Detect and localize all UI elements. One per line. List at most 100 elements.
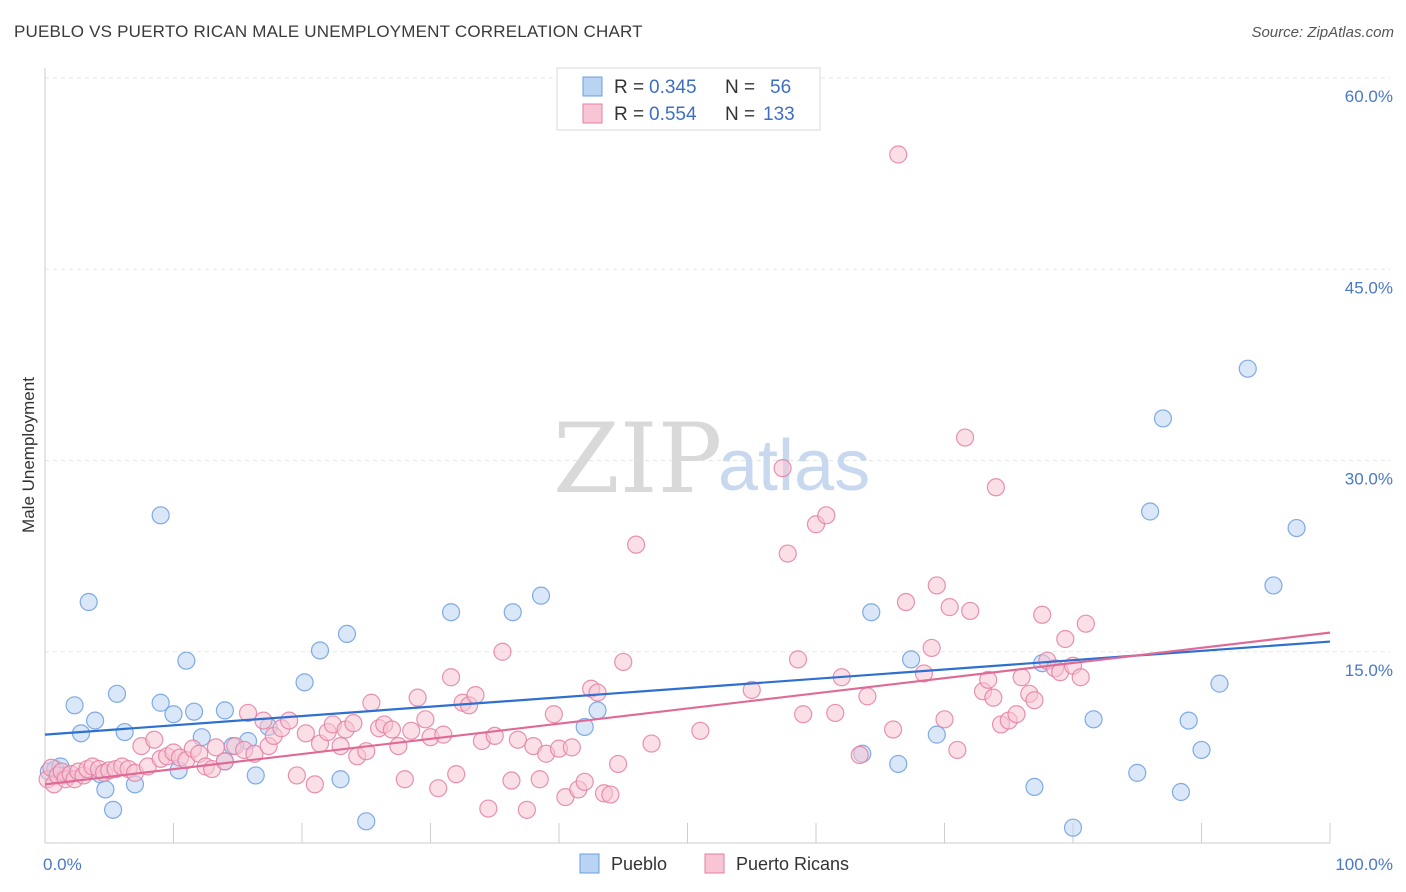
y-tick-label: 30.0% (1345, 470, 1393, 489)
legend-n-value-pueblo: 56 (770, 77, 791, 98)
point-pueblo (1287, 518, 1306, 538)
point-pueblo (862, 603, 881, 622)
y-axis-label: Male Unemployment (19, 377, 38, 533)
point-puerto-ricans (479, 799, 498, 818)
point-puerto-ricans (788, 650, 808, 669)
point-puerto-ricans (280, 711, 299, 730)
point-puerto-ricans (287, 766, 306, 785)
point-puerto-ricans (296, 724, 315, 743)
y-tick-label: 45.0% (1345, 278, 1393, 297)
point-puerto-ricans (502, 771, 521, 790)
point-pueblo (531, 586, 551, 605)
point-puerto-ricans (517, 800, 536, 819)
x-tick-label-max: 100.0% (1335, 855, 1393, 874)
point-puerto-ricans (922, 638, 941, 658)
point-puerto-ricans (238, 703, 258, 723)
point-puerto-ricans (402, 721, 421, 740)
point-puerto-ricans (145, 730, 164, 749)
point-puerto-ricans (889, 145, 908, 164)
point-puerto-ricans (948, 740, 967, 760)
point-puerto-ricans (858, 687, 877, 706)
point-pueblo (1063, 818, 1083, 837)
point-puerto-ricans (1076, 614, 1095, 633)
point-puerto-ricans (441, 668, 461, 687)
legend-swatch-pueblo (582, 76, 603, 97)
legend-r-value-puerto-ricans: 0.554 (649, 104, 697, 125)
point-puerto-ricans (614, 652, 633, 672)
point-puerto-ricans (914, 664, 934, 683)
point-pueblo (889, 754, 908, 774)
point-puerto-ricans (1025, 691, 1044, 710)
watermark-atlas: atlas (718, 426, 870, 506)
point-puerto-ricans (588, 683, 607, 702)
point-pueblo (104, 800, 123, 819)
point-pueblo (177, 651, 196, 670)
legend-swatch-puerto-ricans (582, 103, 603, 124)
point-pueblo (575, 717, 594, 737)
point-pueblo (1238, 359, 1257, 378)
legend-r-label-pueblo: R = (614, 77, 644, 98)
point-puerto-ricans (927, 576, 946, 595)
point-puerto-ricans (434, 725, 453, 744)
trend-lines (44, 631, 1331, 786)
point-puerto-ricans (362, 693, 381, 712)
point-pueblo (310, 641, 330, 660)
legend-n-label-puerto-ricans: N = (725, 104, 755, 125)
legend: R = 0.345 N = 56 R = 0.554 N = 133 (556, 67, 821, 131)
point-puerto-ricans (1071, 668, 1090, 687)
point-pueblo (151, 693, 170, 712)
point-puerto-ricans (609, 754, 628, 774)
point-puerto-ricans (206, 738, 226, 757)
point-puerto-ricans (1012, 668, 1031, 687)
point-puerto-ricans (429, 779, 448, 798)
point-puerto-ricans (935, 710, 954, 729)
point-puerto-ricans (344, 714, 363, 733)
watermark-zip: ZIP (553, 403, 722, 515)
point-puerto-ricans (544, 705, 563, 724)
bottom-legend: Pueblo Puerto Ricans (579, 853, 849, 874)
point-puerto-ricans (601, 785, 620, 804)
point-puerto-ricans (1056, 629, 1075, 649)
x-tick-label-min: 0.0% (43, 855, 82, 874)
point-pueblo (1025, 777, 1044, 797)
point-pueblo (1179, 711, 1198, 730)
point-puerto-ricans (408, 688, 427, 707)
point-pueblo (1192, 740, 1211, 760)
point-puerto-ricans (883, 720, 903, 739)
point-puerto-ricans (626, 535, 646, 554)
point-puerto-ricans (254, 711, 273, 730)
point-puerto-ricans (773, 459, 792, 478)
watermark: ZIP atlas (553, 403, 870, 515)
point-puerto-ricans (961, 601, 980, 621)
point-puerto-ricans (850, 745, 869, 765)
point-puerto-ricans (395, 770, 414, 789)
trend-line-puerto-ricans (44, 631, 1331, 786)
point-pueblo (1084, 710, 1103, 729)
point-puerto-ricans (508, 730, 527, 749)
point-puerto-ricans (331, 736, 350, 756)
point-pueblo (331, 770, 350, 789)
point-puerto-ricans (794, 705, 813, 724)
point-pueblo (1264, 576, 1283, 595)
bottom-legend-swatch-puerto-ricans (704, 853, 725, 874)
point-puerto-ricans (447, 765, 466, 784)
point-puerto-ricans (817, 506, 836, 525)
point-puerto-ricans (1033, 605, 1052, 624)
point-pueblo (107, 684, 127, 703)
y-tick-label: 15.0% (1345, 661, 1393, 680)
point-puerto-ricans (955, 428, 975, 447)
point-puerto-ricans (691, 721, 710, 740)
point-pueblo (588, 701, 607, 720)
chart-title: PUEBLO VS PUERTO RICAN MALE UNEMPLOYMENT… (14, 22, 643, 41)
point-pueblo (151, 506, 170, 525)
point-puerto-ricans (896, 592, 916, 612)
legend-n-value-puerto-ricans: 133 (763, 104, 795, 125)
point-puerto-ricans (245, 744, 264, 763)
point-pueblo (901, 650, 921, 669)
point-puerto-ricans (778, 544, 797, 563)
tick-labels: 15.0% 30.0% 45.0% 60.0% 0.0% 100.0% (43, 87, 1393, 874)
point-puerto-ricans (986, 478, 1006, 497)
source-credit: Source: ZipAtlas.com (1251, 24, 1394, 41)
point-puerto-ricans (1007, 705, 1026, 724)
